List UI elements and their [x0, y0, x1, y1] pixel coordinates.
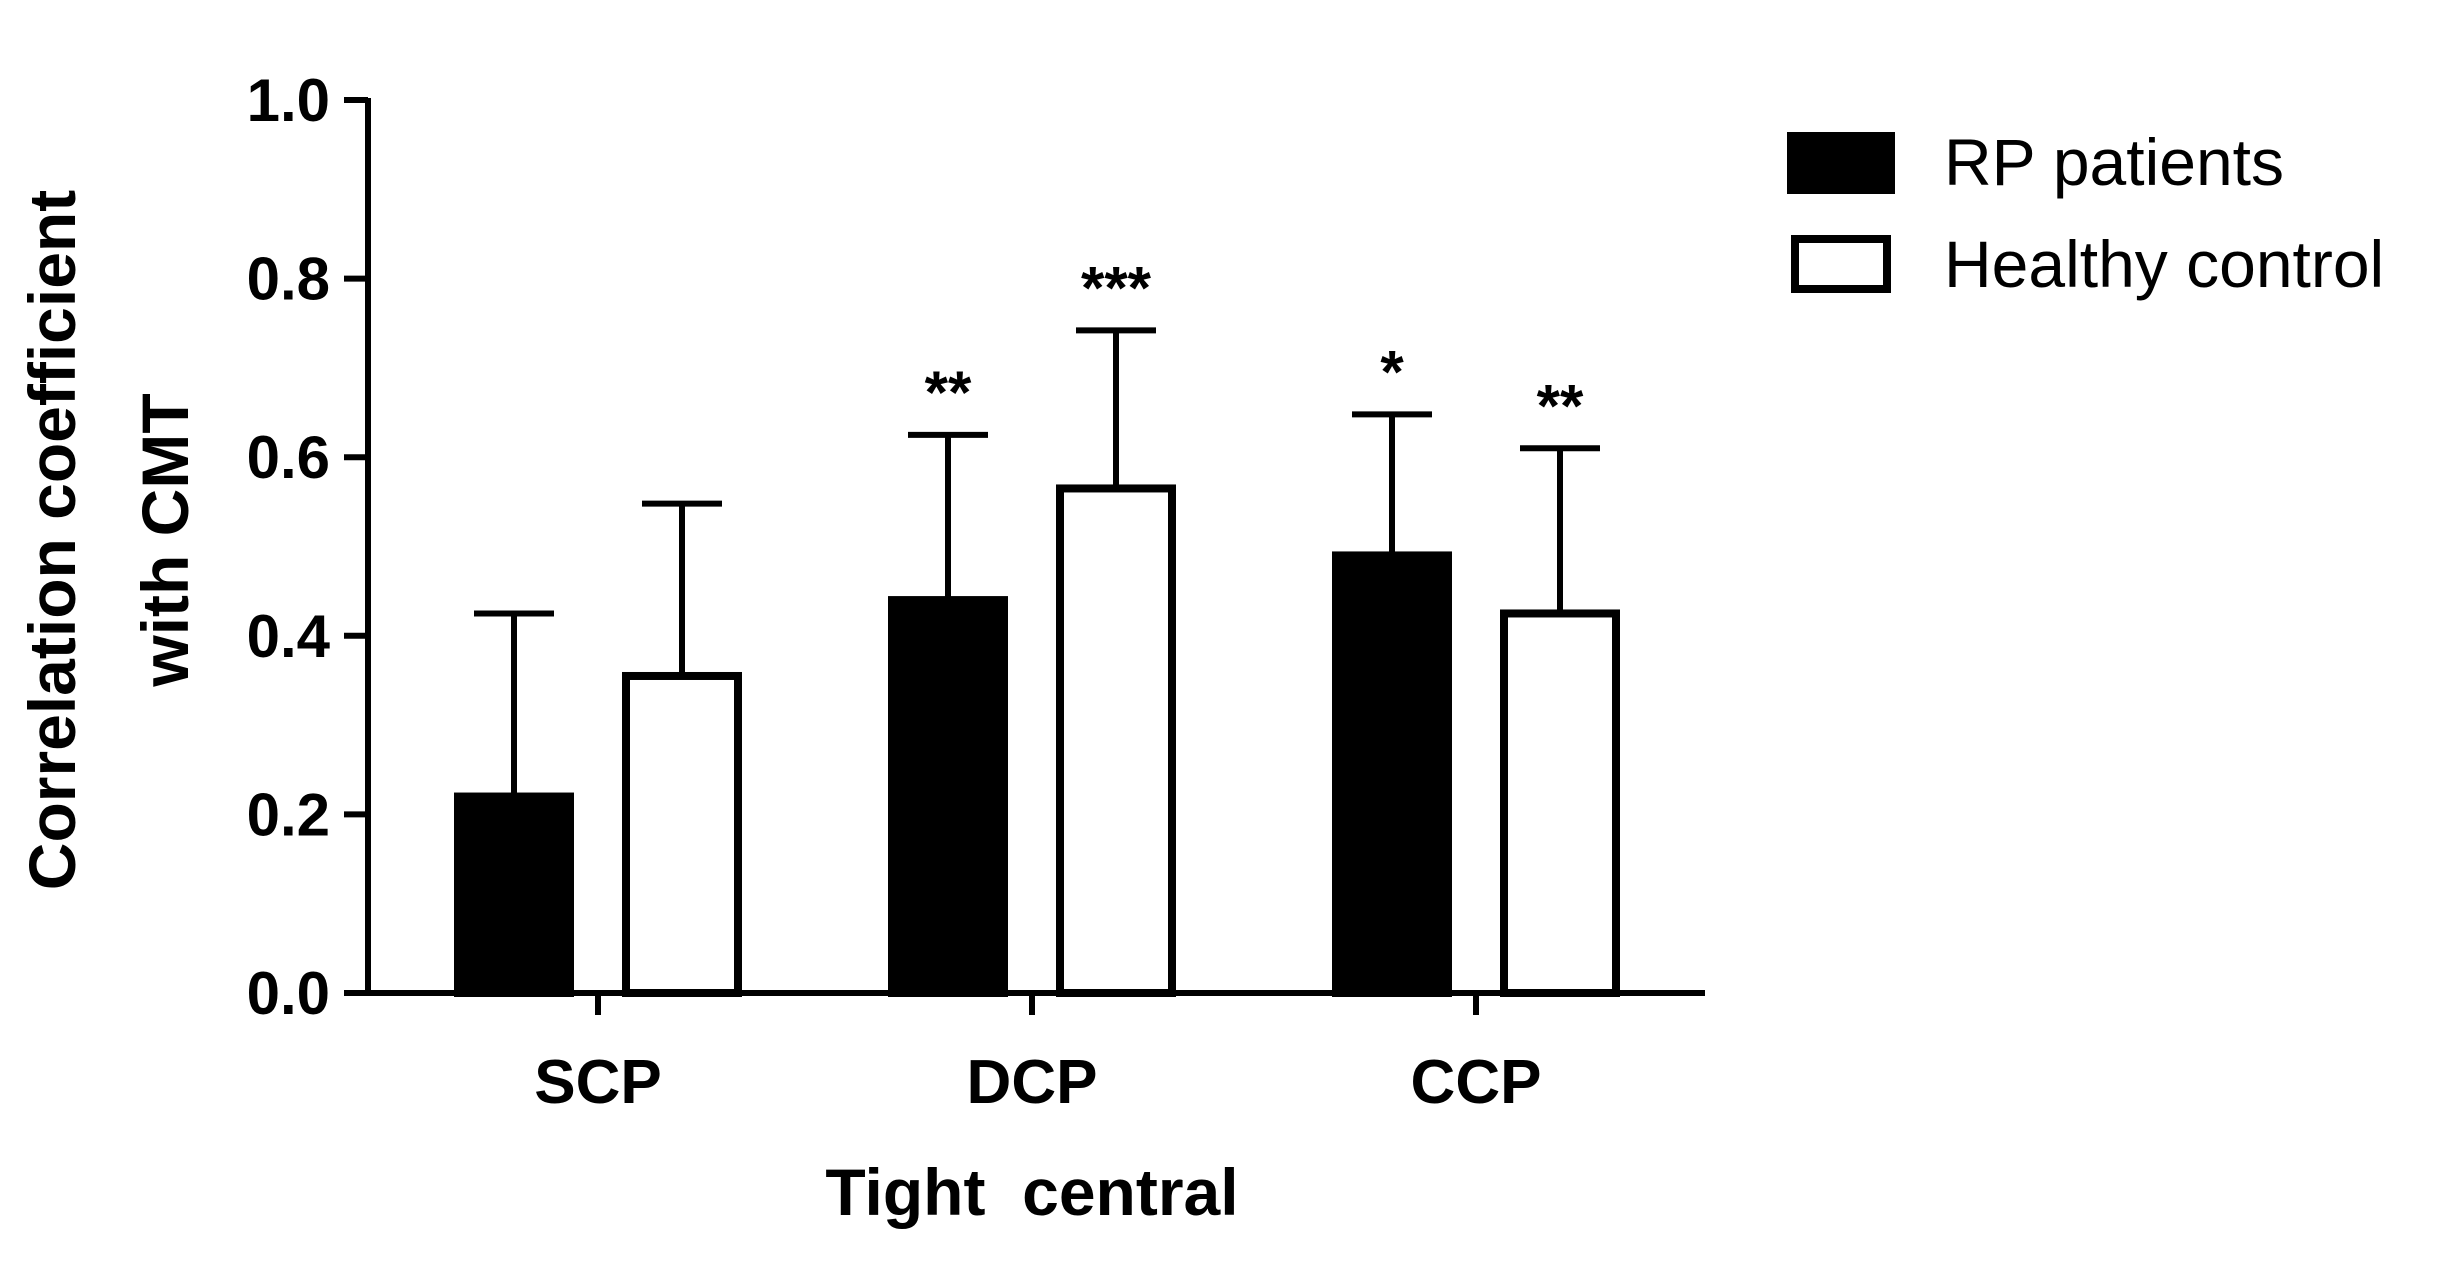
legend: RP patients Healthy control — [1787, 125, 2384, 301]
legend-swatch-healthy-control — [1791, 235, 1891, 293]
x-axis-title: Tight central — [825, 1155, 1238, 1229]
significance-label: * — [1380, 338, 1404, 405]
bar-healthy-control — [622, 671, 742, 997]
y-tick-label: 0.8 — [247, 246, 330, 313]
axes: 0.0 0.2 0.4 0.6 0.8 1.0 SCP DCP CCP — [247, 67, 1705, 1117]
bar-healthy-control — [1056, 484, 1176, 997]
legend-swatch-rp-patients — [1787, 132, 1895, 194]
bar-rp-patients — [888, 596, 1008, 998]
x-tick-label: DCP — [967, 1048, 1098, 1117]
x-tick-label: SCP — [534, 1048, 661, 1117]
y-tick-label: 1.0 — [247, 67, 330, 134]
bar-rp-patients — [1332, 551, 1452, 997]
y-tick-label: 0.6 — [247, 424, 330, 491]
error-bars — [474, 327, 1600, 797]
bars — [454, 484, 1620, 998]
significance-label: ** — [1537, 372, 1584, 439]
y-axis-title-line-2: with CMT — [128, 393, 202, 687]
y-tick-label: 0.0 — [247, 960, 330, 1027]
y-tick-label: 0.2 — [247, 781, 330, 848]
legend-label-healthy-control: Healthy control — [1944, 227, 2384, 301]
significance-label: *** — [1081, 254, 1152, 321]
y-axis-title-line-1: Correlation coefficient — [15, 190, 89, 890]
bar-rp-patients — [454, 792, 574, 997]
x-tick-label: CCP — [1411, 1048, 1542, 1117]
significance-markers: ******** — [925, 254, 1584, 439]
significance-label: ** — [925, 359, 972, 426]
bar-healthy-control — [1500, 609, 1620, 997]
y-tick-label: 0.4 — [247, 603, 331, 670]
legend-label-rp-patients: RP patients — [1944, 125, 2284, 199]
